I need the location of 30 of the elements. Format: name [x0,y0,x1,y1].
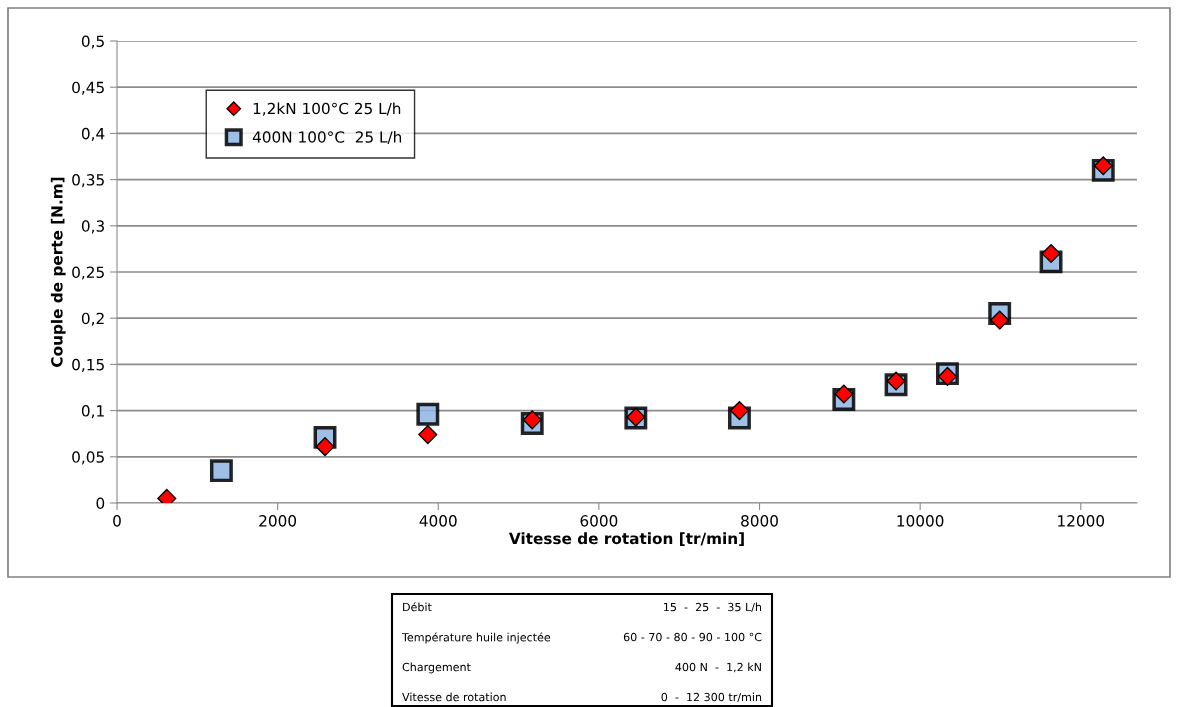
x-axis-title: Vitesse de rotation [tr/min] [508,532,744,546]
text: 60 - 70 - 80 - 90 - 100 °C [623,632,762,642]
y-tick-label: 0,3 [81,220,104,234]
text: Température huile injectée [401,632,551,644]
y-tick-label: 0,05 [72,451,104,465]
x-tick-label: 4000 [419,515,457,527]
y-tick-label: 0,15 [72,358,104,372]
x-tick-label: 12000 [1058,515,1105,527]
legend-label: 400N 100°C 25 L/h [252,130,402,144]
y-tick-label: 0,25 [72,266,104,280]
x-tick-label: 10000 [897,515,944,527]
text: Débit [403,602,432,612]
y-tick-label: 0,35 [72,174,104,188]
x-tick-label: 0 [113,515,121,527]
text: 15 - 25 - 35 L/h [664,602,762,613]
legend-label: 1,2kN 100°C 25 L/h [253,102,401,116]
y-tick-label: 0,45 [72,81,104,95]
x-tick-label: 8000 [741,515,778,527]
y-tick-label: 0,5 [81,35,104,49]
y-tick-label: 0,1 [81,405,104,419]
text: Chargement [402,662,471,674]
text: 0 - 12 300 tr/min [661,692,762,703]
y-axis-title: Couple de perte [N.m] [50,177,66,367]
y-tick-label: 0,2 [81,312,104,326]
x-tick-label: 2000 [259,515,297,527]
y-tick-label: 0 [96,497,105,510]
x-tick-label: 6000 [580,515,618,527]
text: Vitesse de rotation [402,692,506,702]
y-tick-label: 0,4 [81,127,105,141]
text: 400 N - 1,2 kN [675,662,761,673]
